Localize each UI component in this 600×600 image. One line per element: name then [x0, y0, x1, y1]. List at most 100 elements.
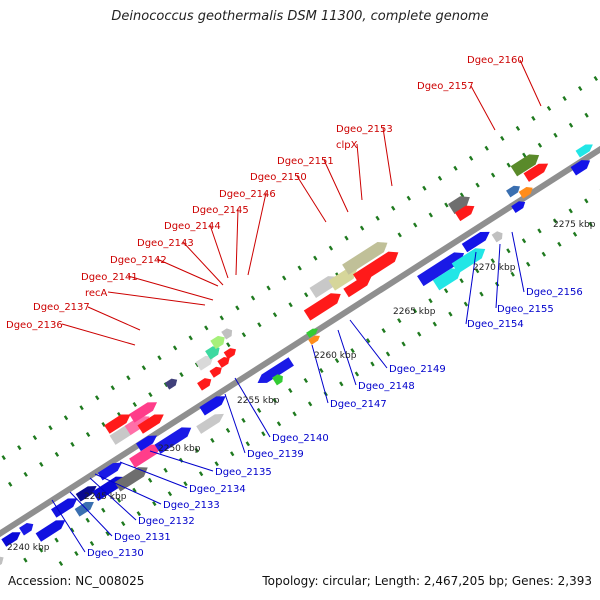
tick-mark: [515, 125, 521, 131]
tick-mark: [219, 315, 224, 321]
tick-mark: [85, 432, 91, 437]
tick-mark: [276, 421, 282, 427]
gene-arrow: [217, 356, 230, 368]
gene-arrow: [0, 556, 4, 569]
gene-arrow: [19, 522, 34, 536]
gene-arrow: [114, 467, 148, 492]
tick-mark: [381, 328, 386, 334]
tick-mark: [475, 268, 480, 274]
scale-label-2245: 2245 kbp: [84, 492, 127, 502]
gene-label-dgeo-2141: Dgeo_2141: [81, 272, 138, 283]
tick-mark: [437, 175, 443, 181]
tick-mark: [444, 202, 449, 208]
gene-arrow: [195, 355, 214, 371]
leader-line: [311, 344, 329, 404]
gene-label-dgeo-2142: Dgeo_2142: [110, 255, 167, 266]
gene-arrow: [199, 396, 226, 416]
tick-mark: [510, 271, 515, 277]
tick-mark: [479, 291, 484, 297]
gene-label-dgeo-2137: Dgeo_2137: [33, 302, 90, 313]
tick-mark: [39, 461, 44, 467]
tick-mark: [375, 215, 380, 221]
tick-mark: [167, 491, 173, 497]
tick-mark: [328, 245, 334, 251]
tick-mark: [401, 341, 406, 347]
scale-label-2255: 2255 kbp: [237, 396, 280, 406]
gene-arrow: [35, 520, 66, 542]
gene-arrow: [511, 201, 526, 213]
gene-label-dgeo-2150: Dgeo_2150: [250, 172, 307, 183]
gene-label-dgeo-2134: Dgeo_2134: [189, 484, 246, 495]
leader-line: [156, 258, 219, 287]
tick-mark: [459, 278, 464, 284]
tick-mark: [350, 348, 355, 354]
leader-line: [382, 127, 393, 187]
tick-mark: [48, 425, 53, 431]
tick-mark: [526, 261, 531, 267]
gene-arrow: [257, 357, 294, 383]
tick-mark: [572, 231, 578, 237]
genome-summary: Topology: circular; Length: 2,467,205 bp…: [262, 574, 592, 588]
tick-mark: [210, 437, 215, 443]
tick-mark: [568, 122, 574, 128]
leader-line: [247, 192, 267, 276]
gene-label-dgeo-2131: Dgeo_2131: [114, 532, 171, 543]
tick-mark: [288, 302, 293, 308]
gene-arrow: [306, 328, 318, 338]
gene-arrow: [454, 205, 475, 222]
tick-mark: [422, 185, 427, 191]
tick-mark: [183, 481, 188, 487]
gene-arrow: [164, 378, 178, 390]
tick-mark: [241, 332, 247, 338]
tick-mark: [136, 511, 141, 517]
tick-mark: [58, 561, 64, 566]
gene-arrow: [272, 374, 283, 386]
tick-mark: [344, 235, 349, 241]
tick-mark: [568, 208, 573, 214]
leader-line: [356, 143, 363, 201]
tick-mark: [506, 248, 511, 254]
gene-arrow: [104, 414, 131, 434]
tick-mark: [257, 322, 262, 328]
tick-mark: [304, 292, 309, 298]
tick-mark: [23, 557, 28, 563]
scale-label-2240: 2240 kbp: [7, 543, 50, 553]
gene-label-dgeo-2140: Dgeo_2140: [272, 433, 329, 444]
tick-mark: [428, 212, 433, 218]
tick-mark: [385, 351, 391, 357]
tick-mark: [85, 517, 90, 523]
tick-mark: [406, 195, 411, 201]
gene-label-dgeo-2143: Dgeo_2143: [137, 238, 194, 249]
tick-mark: [370, 361, 375, 367]
gene-label-dgeo-2157: Dgeo_2157: [417, 81, 474, 92]
gene-arrow: [343, 276, 372, 298]
tick-mark: [537, 142, 543, 148]
gene-arrow: [461, 231, 490, 253]
tick-mark: [578, 86, 583, 91]
tick-mark: [588, 221, 593, 227]
tick-mark: [132, 402, 137, 407]
tick-mark: [307, 401, 313, 407]
gene-label-dgeo-2139: Dgeo_2139: [247, 449, 304, 460]
tick-mark: [152, 501, 157, 507]
gene-label-clpx: clpX: [336, 140, 358, 151]
tick-mark: [313, 255, 318, 261]
gene-arrow: [196, 413, 224, 434]
gene-arrow: [154, 427, 192, 454]
tick-mark: [553, 132, 558, 138]
gene-arrow: [97, 462, 123, 481]
tick-mark: [334, 358, 340, 364]
gene-arrow: [223, 348, 236, 360]
leader-line: [349, 319, 388, 369]
tick-mark: [147, 477, 153, 483]
tick-mark: [303, 378, 308, 383]
gene-label-dgeo-2147: Dgeo_2147: [330, 399, 387, 410]
gene-arrow: [491, 231, 503, 243]
leader-line: [470, 85, 496, 131]
leader-line: [69, 491, 113, 537]
gene-label-dgeo-2132: Dgeo_2132: [138, 516, 195, 527]
tick-mark: [359, 225, 365, 231]
gene-arrow: [51, 498, 78, 518]
tick-mark: [54, 451, 60, 457]
